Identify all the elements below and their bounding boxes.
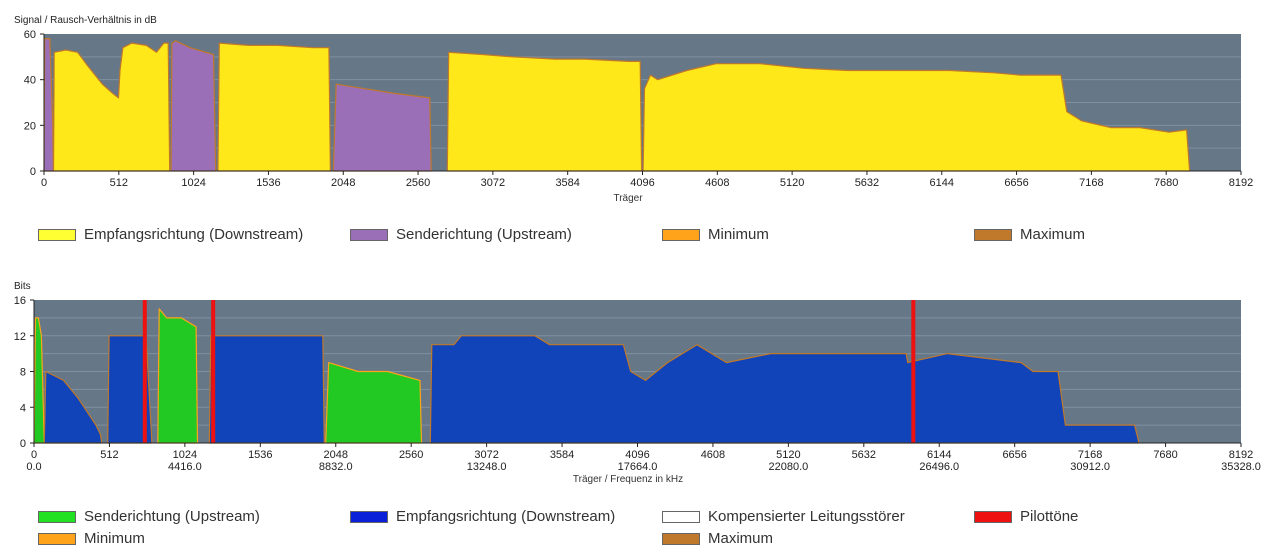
y-tick-label: 20 [24,120,36,132]
legend-swatch [350,510,388,523]
x-tick-label: 4096 [625,449,649,461]
legend-snr-downstream: Empfangsrichtung (Downstream) [38,226,303,243]
frequency-tick-label: 17664.0 [618,461,658,473]
legend-label: Pilottöne [1020,508,1079,525]
x-tick-label: 5120 [780,177,804,189]
frequency-tick-label: 22080.0 [768,461,808,473]
legend-swatch [38,532,76,545]
legend-swatch [662,532,700,545]
legend-swatch [974,228,1012,241]
legend-label: Senderichtung (Upstream) [396,226,572,243]
downstream-snr-area [642,63,1191,172]
x-tick-label: 0 [41,177,47,189]
snr-y-axis-label: Signal / Rausch-Verhältnis in dB [14,15,157,26]
x-tick-label: 3584 [550,449,574,461]
downstream-bits-area [43,370,103,444]
legend-bits-maximum: Maximum [662,530,773,547]
legend-label: Empfangsrichtung (Downstream) [396,508,616,525]
upstream-bits-area [157,308,199,444]
x-tick-label: 3584 [555,177,579,189]
legend-label: Maximum [708,530,774,547]
legend-swatch [38,510,76,523]
x-tick-label: 4608 [701,449,725,461]
y-tick-label: 16 [14,295,26,307]
legend-label: Kompensierter Leitungsstörer [708,508,905,525]
y-tick-label: 12 [14,331,26,343]
legend-bits-minimum: Minimum [38,530,145,547]
frequency-tick-label: 8832.0 [319,461,353,473]
legend-bits-pilot: Pilottöne [974,508,1078,525]
x-tick-label: 2560 [399,449,423,461]
bits-x-axis-label: Träger / Frequenz in kHz [573,474,683,485]
legend-snr-maximum: Maximum [974,226,1085,243]
snr-x-axis-label: Träger [613,193,643,204]
frequency-tick-label: 0.0 [26,461,41,473]
upstream-snr-area [170,40,217,172]
frequency-tick-label: 26496.0 [919,461,959,473]
legend-bits-noise: Kompensierter Leitungsstörer [662,508,905,525]
x-tick-label: 6656 [1004,177,1028,189]
x-tick-label: 5120 [776,449,800,461]
x-tick-label: 7168 [1079,177,1103,189]
y-tick-label: 8 [20,367,26,379]
legend-swatch [974,510,1012,523]
x-tick-label: 6144 [930,177,954,189]
x-tick-label: 5632 [852,449,876,461]
y-tick-label: 4 [20,402,26,414]
downstream-snr-area [52,42,171,172]
x-tick-label: 4608 [705,177,729,189]
bits-y-axis-label: Bits [14,281,31,292]
x-tick-label: 3072 [481,177,505,189]
legend-label: Minimum [708,226,769,243]
y-tick-label: 0 [20,438,26,450]
legend-swatch [662,510,700,523]
x-tick-label: 512 [110,177,128,189]
x-tick-label: 1024 [173,449,197,461]
bits-chart: Bits Träger / Frequenz in kHz 0 4 8 12 16 0 51… [14,281,1261,485]
downstream-snr-area [446,51,643,172]
x-tick-label: 7168 [1078,449,1102,461]
legend-label: Maximum [1020,226,1086,243]
legend-label: Empfangsrichtung (Downstream) [84,226,304,243]
frequency-tick-label: 4416.0 [168,461,202,473]
y-tick-label: 40 [24,75,36,87]
x-tick-label: 4096 [630,177,654,189]
x-tick-label: 512 [100,449,118,461]
legend-bits-upstream: Senderichtung (Upstream) [38,508,260,525]
frequency-tick-label: 30912.0 [1070,461,1110,473]
downstream-bits-area [208,335,325,444]
legend-snr-minimum: Minimum [662,226,769,243]
x-tick-label: 8192 [1229,449,1253,461]
upstream-snr-area [332,83,432,172]
legend-swatch [38,228,76,241]
x-tick-label: 2560 [406,177,430,189]
downstream-snr-area [217,42,331,172]
legend-swatch [350,228,388,241]
x-tick-label: 7680 [1154,177,1178,189]
x-tick-label: 7680 [1153,449,1177,461]
snr-chart: Signal / Rausch-Verhältnis in dB Träger … [14,15,1253,204]
downstream-bits-area [429,335,1140,444]
x-tick-label: 1536 [256,177,280,189]
legend-label: Senderichtung (Upstream) [84,508,260,525]
x-tick-label: 8192 [1229,177,1253,189]
x-tick-label: 2048 [324,449,348,461]
frequency-tick-label: 35328.0 [1221,461,1261,473]
legend-snr-upstream: Senderichtung (Upstream) [350,226,572,243]
x-tick-label: 1536 [248,449,272,461]
x-tick-label: 5632 [855,177,879,189]
legend-label: Minimum [84,530,145,547]
x-tick-label: 0 [31,449,37,461]
x-tick-label: 2048 [331,177,355,189]
x-tick-label: 6144 [927,449,951,461]
x-tick-label: 6656 [1002,449,1026,461]
frequency-tick-label: 13248.0 [467,461,507,473]
x-tick-label: 3072 [474,449,498,461]
x-tick-label: 1024 [181,177,205,189]
legend-bits-downstream: Empfangsrichtung (Downstream) [350,508,615,525]
y-tick-label: 0 [30,166,36,178]
y-tick-label: 60 [24,29,36,41]
legend-swatch [662,228,700,241]
